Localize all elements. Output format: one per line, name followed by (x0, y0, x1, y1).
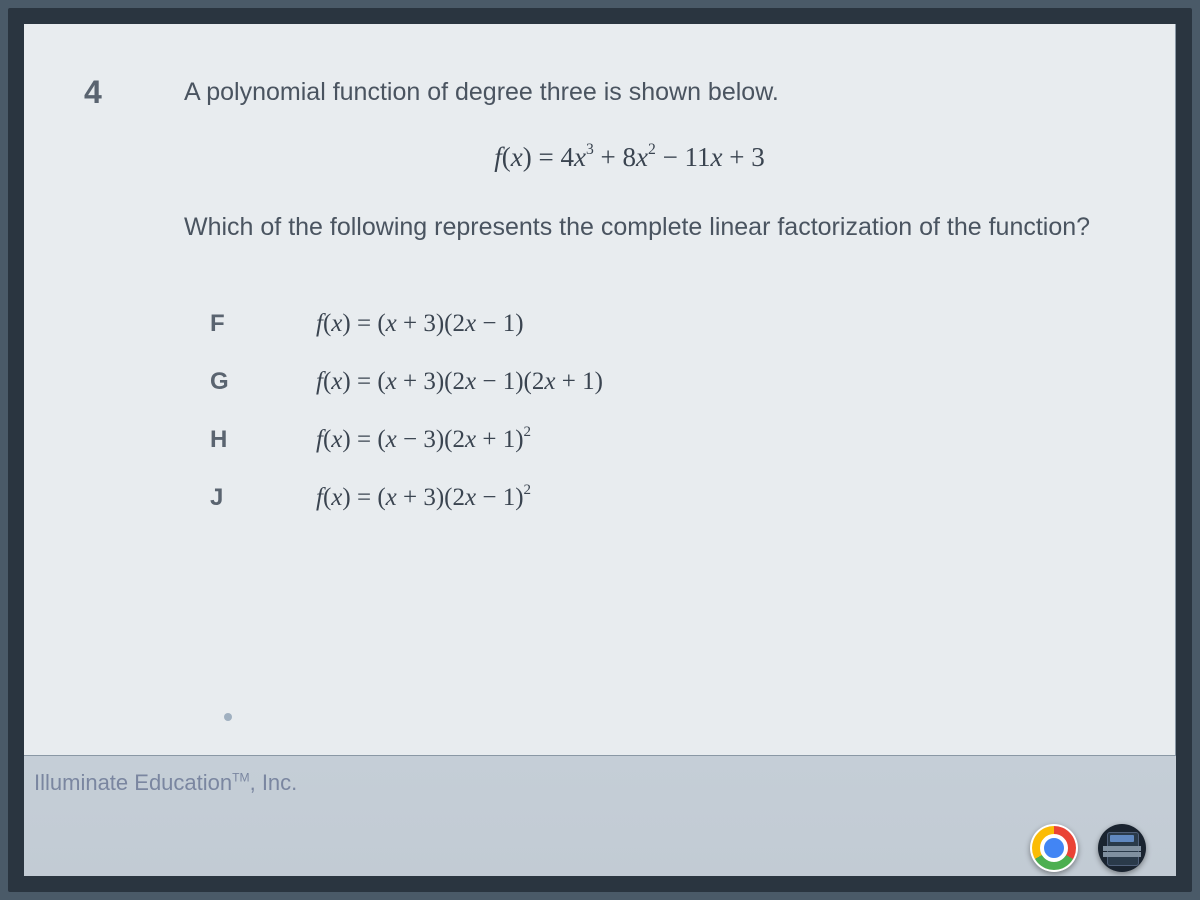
question-intro: A polynomial function of degree three is… (184, 74, 1135, 110)
answer-equation: f(x) = (x + 3)(2x − 1)2 (316, 484, 531, 512)
main-equation: f(x) = 4x3 + 8x2 − 11x + 3 (184, 142, 1135, 173)
question-card: 4 A polynomial function of degree three … (24, 24, 1176, 756)
answer-option[interactable]: F f(x) = (x + 3)(2x − 1) (210, 310, 1135, 338)
answer-equation: f(x) = (x + 3)(2x − 1) (316, 310, 524, 338)
question-body: A polynomial function of degree three is… (184, 74, 1135, 512)
taskbar (1030, 824, 1146, 872)
answer-equation: f(x) = (x + 3)(2x − 1)(2x + 1) (316, 368, 603, 396)
answer-list: F f(x) = (x + 3)(2x − 1) G f(x) = (x + 3… (184, 310, 1135, 512)
chrome-icon[interactable] (1030, 824, 1078, 872)
answer-equation: f(x) = (x − 3)(2x + 1)2 (316, 426, 531, 454)
calculator-icon[interactable] (1098, 824, 1146, 872)
answer-letter: H (210, 426, 232, 454)
answer-letter: G (210, 368, 232, 396)
bullet-mark-icon (224, 713, 232, 721)
branding-text: Illuminate EducationTM, Inc. (34, 770, 297, 796)
answer-option[interactable]: J f(x) = (x + 3)(2x − 1)2 (210, 484, 1135, 512)
screen-surface: 4 A polynomial function of degree three … (24, 24, 1176, 876)
answer-letter: J (210, 484, 232, 512)
outer-bezel: 4 A polynomial function of degree three … (8, 8, 1192, 892)
answer-option[interactable]: H f(x) = (x − 3)(2x + 1)2 (210, 426, 1135, 454)
answer-letter: F (210, 310, 232, 338)
question-row: 4 A polynomial function of degree three … (84, 74, 1135, 512)
question-prompt: Which of the following represents the co… (184, 209, 1135, 245)
question-number: 4 (84, 74, 114, 111)
answer-option[interactable]: G f(x) = (x + 3)(2x − 1)(2x + 1) (210, 368, 1135, 396)
